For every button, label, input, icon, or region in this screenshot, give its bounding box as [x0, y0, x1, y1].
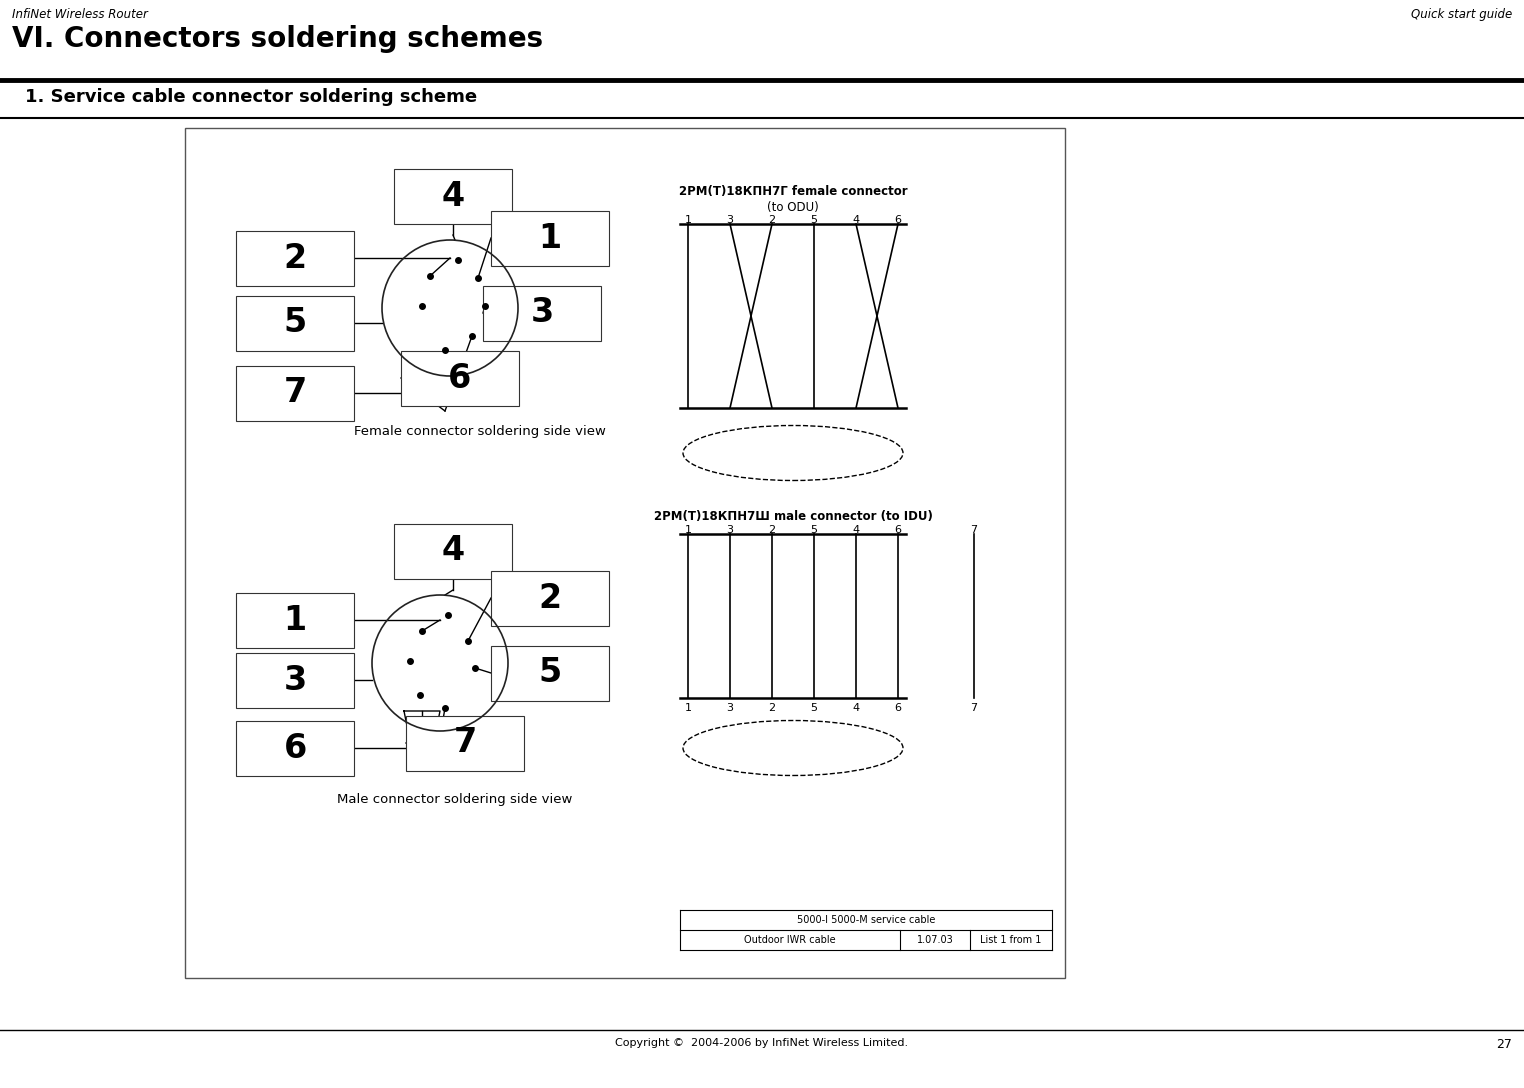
Text: 2: 2	[768, 215, 776, 225]
Text: Male connector soldering side view: Male connector soldering side view	[337, 793, 573, 806]
Text: 3: 3	[727, 526, 733, 535]
Text: 2: 2	[768, 526, 776, 535]
Text: VI. Connectors soldering schemes: VI. Connectors soldering schemes	[12, 25, 543, 53]
Text: 5000-I 5000-M service cable: 5000-I 5000-M service cable	[797, 915, 936, 925]
Bar	[401, 350, 520, 406]
Bar	[491, 645, 610, 701]
Text: 7: 7	[453, 727, 477, 759]
Bar	[236, 231, 354, 285]
Text: 3: 3	[530, 297, 553, 330]
Text: 4: 4	[852, 215, 860, 225]
Bar	[236, 296, 354, 350]
Bar	[395, 523, 512, 579]
Bar	[236, 720, 354, 776]
Text: 5: 5	[538, 656, 562, 690]
Text: 5: 5	[283, 307, 306, 339]
Bar	[395, 169, 512, 223]
Text: 3: 3	[727, 215, 733, 225]
Bar	[405, 716, 524, 770]
Text: 7: 7	[283, 376, 306, 409]
Text: 1: 1	[538, 222, 561, 255]
Text: 2: 2	[283, 242, 306, 274]
Bar	[236, 653, 354, 707]
Bar	[491, 210, 610, 265]
Text: 2PM(T)18КПН7Ш male connector (to IDU): 2PM(T)18КПН7Ш male connector (to IDU)	[654, 510, 933, 523]
Text: 3: 3	[727, 703, 733, 713]
Text: 5: 5	[811, 526, 817, 535]
Text: List 1 from 1: List 1 from 1	[980, 935, 1042, 945]
Text: 6: 6	[895, 703, 902, 713]
Text: 6: 6	[895, 215, 902, 225]
Bar	[236, 366, 354, 420]
Text: Copyright ©  2004-2006 by InfiNet Wireless Limited.: Copyright © 2004-2006 by InfiNet Wireles…	[616, 1038, 908, 1048]
Text: 1: 1	[684, 703, 692, 713]
Text: InfiNet Wireless Router: InfiNet Wireless Router	[12, 8, 148, 21]
Text: 4: 4	[442, 534, 465, 568]
Bar	[184, 128, 1065, 978]
Text: 2: 2	[538, 581, 561, 615]
Text: 1: 1	[684, 526, 692, 535]
Text: 6: 6	[283, 731, 306, 765]
Text: 27: 27	[1497, 1038, 1512, 1051]
Text: Outdoor IWR cable: Outdoor IWR cable	[744, 935, 835, 945]
Text: 6: 6	[448, 361, 471, 395]
Text: 2: 2	[768, 703, 776, 713]
Text: 1.07.03: 1.07.03	[916, 935, 954, 945]
Text: 2PM(T)18КПН7Г female connector: 2PM(T)18КПН7Г female connector	[678, 185, 907, 198]
Text: 7: 7	[971, 526, 977, 535]
Text: 4: 4	[442, 180, 465, 212]
Text: 4: 4	[852, 703, 860, 713]
Bar	[483, 285, 600, 341]
Text: 4: 4	[852, 526, 860, 535]
Bar	[236, 593, 354, 647]
Text: (to ODU): (to ODU)	[767, 201, 818, 214]
Text: 3: 3	[283, 664, 306, 696]
Text: Quick start guide: Quick start guide	[1411, 8, 1512, 21]
Bar	[491, 570, 610, 626]
Text: Female connector soldering side view: Female connector soldering side view	[354, 425, 607, 438]
Text: 1. Service cable connector soldering scheme: 1. Service cable connector soldering sch…	[24, 88, 477, 106]
Text: 1: 1	[684, 215, 692, 225]
Text: 6: 6	[895, 526, 902, 535]
Text: 1: 1	[283, 604, 306, 636]
Text: 5: 5	[811, 215, 817, 225]
Text: 7: 7	[971, 703, 977, 713]
Text: 5: 5	[811, 703, 817, 713]
